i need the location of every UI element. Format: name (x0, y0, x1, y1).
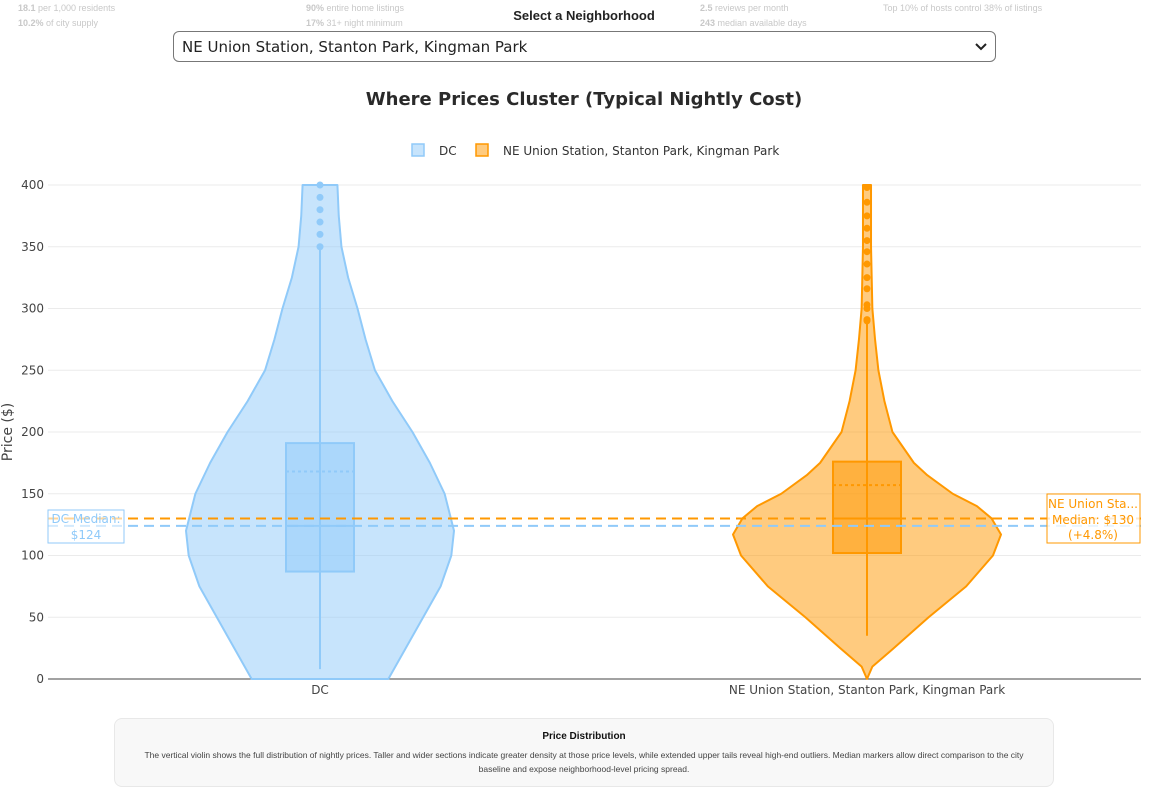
stat-entire-home: 90% entire home listings (306, 3, 405, 13)
outlier-point (316, 181, 324, 189)
y-tick-label: 400 (21, 178, 44, 192)
y-tick-label: 350 (21, 240, 44, 254)
stat-host-concentration: Top 10% of hosts control 38% of listings (883, 3, 1043, 13)
stat-listings-per-capita: 18.1 per 1,000 residents (18, 3, 116, 13)
legend-label-0: DC (439, 144, 457, 158)
description-title: Price Distribution (542, 731, 626, 742)
annotation-box (47, 509, 125, 544)
description-panel: Price Distribution The vertical violin s… (114, 718, 1054, 787)
stat-available-days: 243 median available days (700, 18, 807, 28)
outlier-point (863, 224, 871, 232)
neighborhood-select-value: NE Union Station, Stanton Park, Kingman … (182, 37, 528, 56)
legend-label-1: NE Union Station, Stanton Park, Kingman … (503, 144, 779, 158)
chevron-down-icon (975, 42, 987, 50)
y-axis-label: Price ($) (0, 403, 16, 461)
box (832, 460, 902, 555)
legend-swatch-1 (475, 143, 489, 157)
outlier-point (316, 218, 324, 226)
violin-1: NE Union Station, Stanton Park, Kingman … (729, 183, 1005, 697)
outlier-point (863, 198, 871, 206)
outlier-point (863, 301, 871, 309)
chart-title: Where Prices Cluster (Typical Nightly Co… (366, 89, 802, 110)
outlier-point (863, 248, 871, 256)
x-tick-label: DC (311, 683, 329, 697)
description-text: The vertical violin shows the full distr… (144, 750, 1024, 774)
legend: DC NE Union Station, Stanton Park, Kingma… (411, 143, 779, 158)
y-tick-label: 300 (21, 302, 44, 316)
neighborhood-median-annotation: NE Union Sta... Median: $130(+4.8%) (1046, 493, 1141, 544)
outlier-point (863, 237, 871, 245)
x-tick-label: NE Union Station, Stanton Park, Kingman … (729, 683, 1005, 697)
outlier-point (863, 183, 871, 191)
annotation-delta: (+4.8%) (1068, 528, 1118, 542)
outlier-point (316, 243, 324, 251)
annotation-value: Median: $130 (1052, 513, 1134, 527)
outlier-point (316, 206, 324, 214)
stat-min-nights: 17% 31+ night minimum (306, 18, 403, 28)
annotation-box (1046, 493, 1141, 544)
y-tick-label: 0 (36, 672, 44, 686)
y-tick-label: 200 (21, 425, 44, 439)
y-tick-label: 250 (21, 363, 44, 377)
y-tick-label: 50 (29, 610, 44, 624)
outlier-point (316, 193, 324, 201)
y-tick-label: 150 (21, 487, 44, 501)
dc-median-annotation: DC Median: $124 (47, 509, 125, 544)
neighborhood-select-label: Select a Neighborhood (513, 8, 655, 23)
annotation-label: DC Median: (51, 512, 120, 526)
violin-0: DC (185, 181, 455, 697)
outlier-point (863, 316, 871, 324)
violin-chart: Where Prices Cluster (Typical Nightly Co… (0, 89, 1141, 697)
outlier-point (863, 285, 871, 293)
outlier-point (863, 274, 871, 282)
annotation-label: NE Union Sta... (1048, 497, 1138, 511)
neighborhood-select[interactable]: NE Union Station, Stanton Park, Kingman … (173, 31, 996, 62)
box (285, 442, 355, 573)
outlier-point (863, 260, 871, 268)
stat-city-supply: 10.2% of city supply (18, 18, 99, 28)
y-tick-label: 100 (21, 549, 44, 563)
annotation-value: $124 (71, 528, 102, 542)
outlier-point (316, 230, 324, 238)
outlier-point (863, 212, 871, 220)
stat-reviews: 2.5 reviews per month (700, 3, 789, 13)
legend-swatch-0 (411, 143, 425, 157)
